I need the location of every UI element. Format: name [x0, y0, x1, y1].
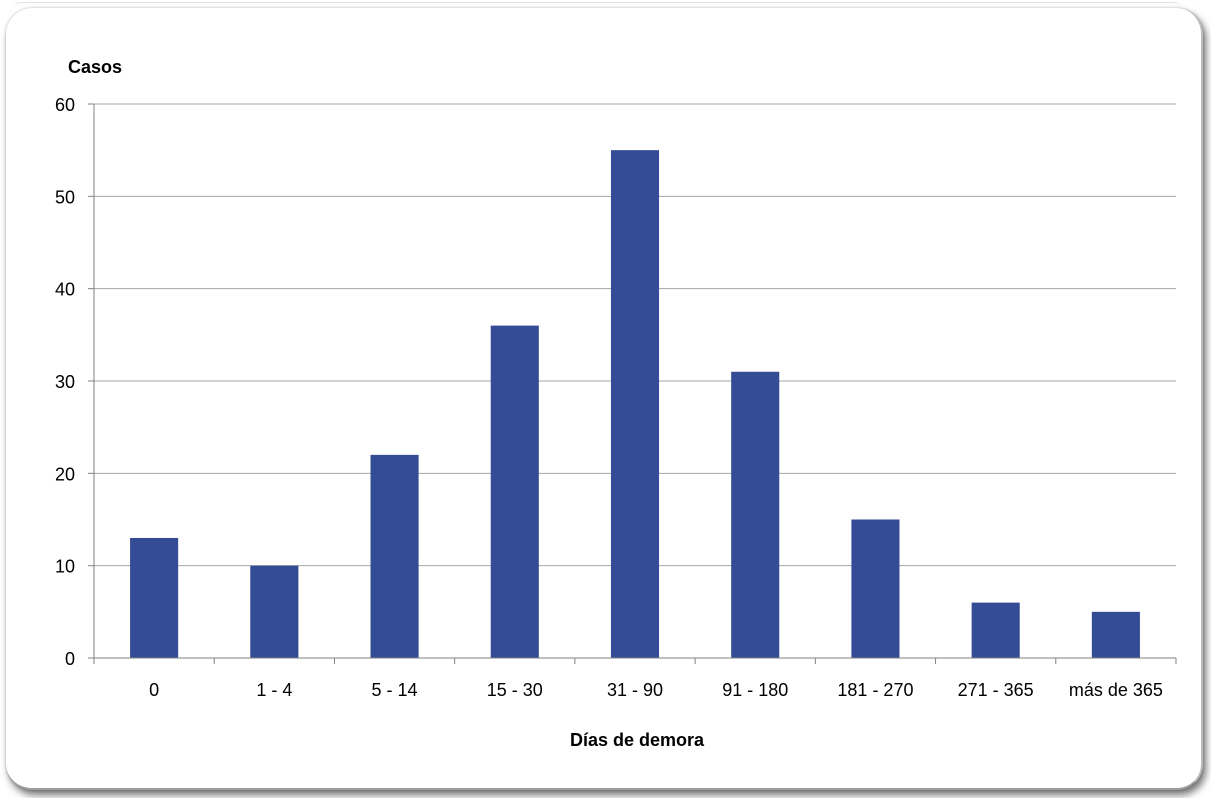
- x-tick-label: 15 - 30: [487, 680, 543, 700]
- bar: [610, 150, 660, 658]
- y-tick-label: 50: [55, 187, 75, 207]
- x-tick-label: 271 - 365: [958, 680, 1034, 700]
- y-tick-label: 10: [55, 557, 75, 577]
- x-tick-label: 1 - 4: [256, 680, 292, 700]
- y-tick-label: 60: [55, 95, 75, 115]
- x-axis-title: Días de demora: [570, 730, 705, 750]
- bar: [731, 371, 780, 658]
- bar: [851, 519, 900, 658]
- y-tick-label: 40: [55, 280, 75, 300]
- bar: [130, 537, 179, 658]
- y-tick-label: 0: [65, 649, 75, 669]
- axes: [88, 103, 1177, 664]
- x-tick-label: 31 - 90: [607, 680, 663, 700]
- chart-frame: [6, 2, 1203, 790]
- x-tick-label: 0: [149, 680, 159, 700]
- bar: [971, 602, 1020, 658]
- x-tick-labels: 0 1 - 4 5 - 14 15 - 30 31 - 90 91 - 180 181 - …: [149, 680, 1163, 700]
- x-tick-label: 181 - 270: [837, 680, 913, 700]
- bar: [490, 325, 539, 658]
- y-tick-label: 20: [55, 464, 75, 484]
- x-tick-label: 91 - 180: [722, 680, 788, 700]
- x-tick-label: más de 365: [1069, 680, 1163, 700]
- bar: [370, 454, 419, 658]
- y-tick-label: 30: [55, 372, 75, 392]
- bar: [250, 565, 299, 658]
- x-tick-label: 5 - 14: [372, 680, 418, 700]
- bars: [130, 150, 1140, 658]
- bar: [1091, 611, 1140, 658]
- y-tick-labels: 0 10 20 30 40 50 60: [55, 95, 75, 669]
- y-axis-title: Casos: [68, 57, 122, 77]
